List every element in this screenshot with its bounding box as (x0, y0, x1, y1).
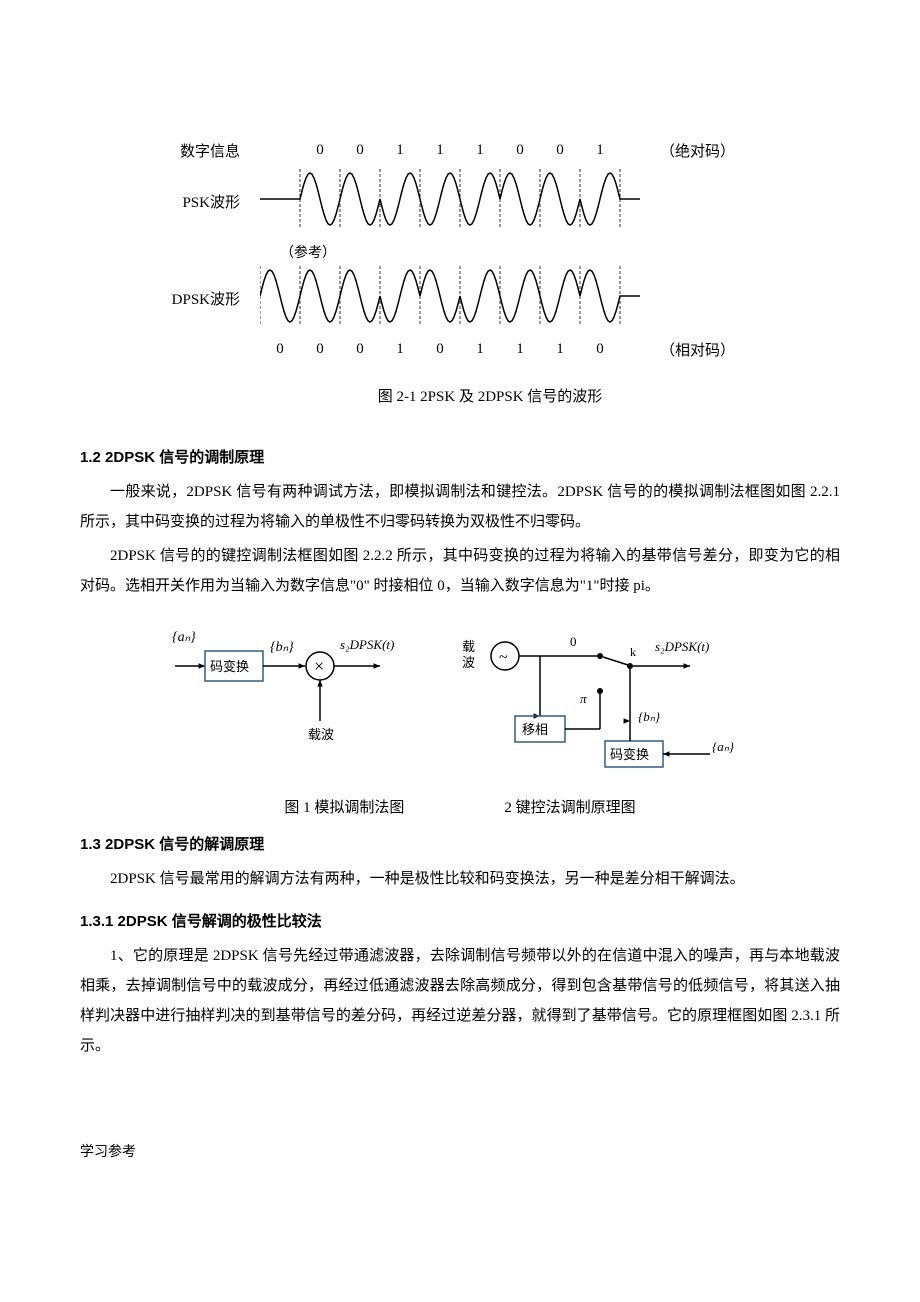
bit: 0 (300, 341, 340, 358)
bit: 1 (540, 341, 580, 358)
bit: 0 (580, 341, 620, 358)
block-captions: 图 1 模拟调制法图 2 键控法调制原理图 (80, 796, 840, 817)
digital-info-label: 数字信息 (140, 140, 260, 161)
bit: 1 (420, 142, 460, 159)
bit: 0 (340, 341, 380, 358)
bit: 1 (580, 142, 620, 159)
block-caption-left: 图 1 模拟调制法图 (284, 796, 404, 817)
svg-text:码变换: 码变换 (610, 747, 649, 762)
waveform-caption: 图 2-1 2PSK 及 2DPSK 信号的波形 (140, 385, 840, 406)
svg-text:载: 载 (462, 639, 475, 654)
section-1-3-para1: 2DPSK 信号最常用的解调方法有两种，一种是极性比较和码变换法，另一种是差分相… (80, 864, 840, 894)
svg-text:{aₙ}: {aₙ} (712, 739, 735, 754)
bit: 1 (500, 341, 540, 358)
bit: 0 (420, 341, 460, 358)
block-caption-right: 2 键控法调制原理图 (504, 796, 635, 817)
section-1-3-heading: 1.3 2DPSK 信号的解调原理 (80, 833, 840, 854)
section-1-3-1-para1: 1、它的原理是 2DPSK 信号先经过带通滤波器，去除调制信号频带以外的在信道中… (80, 941, 840, 1061)
dpsk-row: DPSK波形 (140, 266, 840, 331)
bit: 1 (460, 341, 500, 358)
dpsk-label: DPSK波形 (140, 288, 260, 309)
svg-text:~: ~ (499, 649, 508, 666)
waveform-figure: 数字信息 0 0 1 1 1 0 0 1 （绝对码） PSK波形 （参考） DP… (80, 140, 840, 406)
svg-text:移相: 移相 (522, 722, 548, 737)
svg-text:波: 波 (462, 655, 475, 670)
svg-text:π: π (580, 691, 587, 706)
abs-bits: 0 0 1 1 1 0 0 1 (300, 142, 620, 159)
bit: 0 (300, 142, 340, 159)
psk-wave (260, 169, 650, 234)
bit: 1 (380, 341, 420, 358)
bit: 0 (340, 142, 380, 159)
block-diagrams: {aₙ} 码变换 {bₙ} × s₂DPSK(t) 载波 载波 ~0 k s₂DPSK(t) 移相… (80, 621, 840, 781)
svg-text:0: 0 (570, 634, 577, 649)
keying-mod-diagram: 载波 ~0 k s₂DPSK(t) 移相 π {bₙ} 码变换 {aₙ} (460, 621, 760, 781)
rel-bits: 0 0 0 1 0 1 1 1 0 (260, 341, 620, 358)
svg-text:{aₙ}: {aₙ} (172, 630, 196, 645)
abs-code-label: （绝对码） (660, 140, 735, 161)
svg-text:{bₙ}: {bₙ} (638, 709, 661, 724)
footer: 学习参考 (80, 1141, 840, 1161)
section-1-2-para1: 一般来说，2DPSK 信号有两种调试方法，即模拟调制法和键控法。2DPSK 信号… (80, 477, 840, 537)
svg-text:s₂DPSK(t): s₂DPSK(t) (340, 637, 394, 652)
bit: 0 (500, 142, 540, 159)
rel-bits-row: 0 0 0 1 0 1 1 1 0 （相对码） (140, 339, 840, 360)
bit: 1 (380, 142, 420, 159)
svg-text:s₂DPSK(t): s₂DPSK(t) (655, 639, 709, 654)
analog-mod-diagram: {aₙ} 码变换 {bₙ} × s₂DPSK(t) 载波 (160, 621, 420, 761)
svg-text:载波: 载波 (308, 727, 334, 742)
svg-text:{bₙ}: {bₙ} (270, 640, 294, 655)
bit: 1 (460, 142, 500, 159)
section-1-2-heading: 1.2 2DPSK 信号的调制原理 (80, 446, 840, 467)
svg-text:k: k (630, 645, 636, 659)
psk-row: PSK波形 (140, 169, 840, 234)
svg-text:×: × (314, 656, 324, 676)
bit: 0 (540, 142, 580, 159)
bit: 0 (260, 341, 300, 358)
reference-label: （参考） (140, 242, 840, 262)
psk-label: PSK波形 (140, 191, 260, 212)
section-1-2-para2: 2DPSK 信号的的键控调制法框图如图 2.2.2 所示，其中码变换的过程为将输… (80, 541, 840, 601)
dpsk-wave (260, 266, 650, 331)
section-1-3-1-heading: 1.3.1 2DPSK 信号解调的极性比较法 (80, 910, 840, 931)
rel-code-label: （相对码） (660, 339, 735, 360)
svg-text:码变换: 码变换 (210, 659, 249, 674)
digital-info-row: 数字信息 0 0 1 1 1 0 0 1 （绝对码） (140, 140, 840, 161)
